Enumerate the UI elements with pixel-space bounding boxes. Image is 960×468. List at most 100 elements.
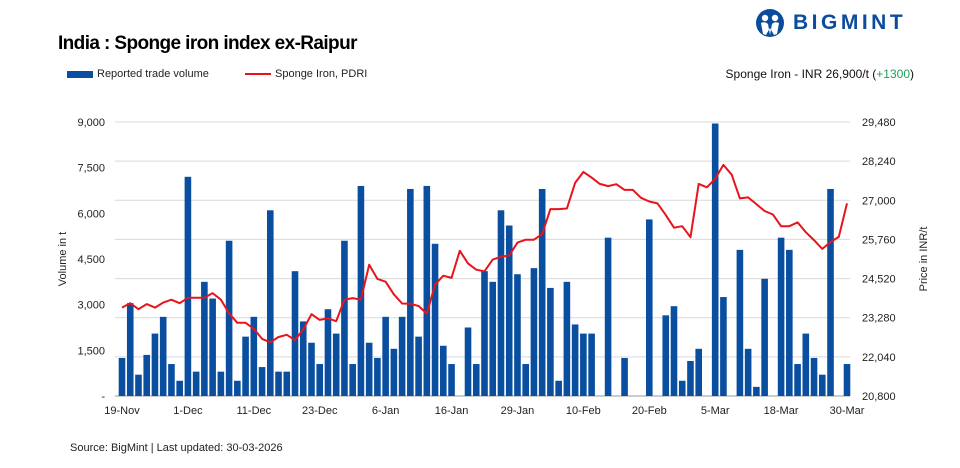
- volume-bar: [184, 176, 192, 396]
- y-right-tick-label: 20,800: [862, 391, 896, 403]
- y-right-tick-label: 24,520: [862, 274, 896, 286]
- x-tick-label: 23-Dec: [302, 405, 338, 417]
- volume-bar: [588, 333, 595, 396]
- volume-bar: [448, 364, 455, 396]
- volume-bar: [135, 374, 142, 396]
- volume-bar: [489, 281, 497, 396]
- volume-bar: [810, 357, 818, 396]
- x-tick-label: 6-Jan: [372, 405, 400, 417]
- source-note: Source: BigMint | Last updated: 30-03-20…: [70, 442, 283, 454]
- volume-bar: [662, 315, 670, 396]
- volume-bar: [687, 360, 694, 396]
- y-right-tick-label: 23,280: [862, 313, 896, 325]
- volume-bar: [407, 188, 414, 396]
- legend-label-volume: Reported trade volume: [97, 68, 209, 80]
- volume-bar: [357, 185, 365, 396]
- volume-bar: [505, 225, 513, 396]
- price-summary: Sponge Iron - INR 26,900/t (+1300): [726, 67, 914, 81]
- y-left-tick-label: 6,000: [77, 208, 105, 220]
- volume-bar: [555, 380, 562, 396]
- volume-bar: [530, 268, 538, 396]
- volume-bar: [151, 333, 159, 396]
- y-right-tick-label: 28,240: [862, 156, 896, 168]
- volume-bar: [374, 357, 381, 396]
- volume-bar: [341, 240, 348, 396]
- volume-bar: [720, 297, 727, 396]
- volume-bar: [818, 374, 826, 396]
- volume-bar: [415, 336, 422, 396]
- y-right-tick-label: 25,760: [862, 234, 896, 246]
- volume-bar: [580, 333, 587, 396]
- y-right-tick-label: 22,040: [862, 352, 896, 364]
- volume-bar: [176, 380, 183, 396]
- summary-close: ): [910, 67, 914, 81]
- volume-bar: [472, 364, 480, 396]
- volume-bar: [604, 237, 612, 396]
- volume-bar: [670, 306, 678, 396]
- x-tick-label: 29-Jan: [501, 405, 535, 417]
- y-left-tick-label: 4,500: [77, 254, 105, 266]
- chart-title: India : Sponge iron index ex-Raipur: [58, 33, 357, 54]
- volume-bar: [159, 316, 167, 396]
- volume-bar: [678, 380, 686, 396]
- volume-bar: [234, 380, 241, 396]
- legend-swatch-bar: [67, 70, 93, 78]
- volume-bar: [547, 287, 554, 396]
- volume-bar: [126, 303, 134, 396]
- x-tick-label: 5-Mar: [701, 405, 730, 417]
- volume-bar: [332, 333, 340, 396]
- price-change: +1300: [876, 67, 910, 81]
- volume-bar: [514, 274, 521, 396]
- y-left-tick-label: 9,000: [77, 117, 105, 129]
- volume-bar: [316, 364, 324, 396]
- volume-bar: [440, 345, 447, 396]
- x-tick-label: 1-Dec: [173, 405, 203, 417]
- y-left-tick-label: -: [101, 391, 105, 403]
- volume-bar: [390, 348, 398, 396]
- volume-bar: [744, 348, 752, 396]
- volume-bar: [711, 123, 719, 397]
- volume-bar: [201, 281, 208, 396]
- volume-bar: [753, 386, 760, 396]
- x-tick-label: 19-Nov: [104, 405, 140, 417]
- volume-bar: [324, 309, 332, 396]
- summary-text: Sponge Iron - INR 26,900/t (: [725, 67, 877, 81]
- volume-bar: [802, 333, 810, 396]
- x-tick-label: 20-Feb: [632, 405, 667, 417]
- volume-bar: [217, 371, 225, 396]
- logo-text: BIGMINT: [793, 11, 907, 34]
- x-tick-label: 30-Mar: [830, 405, 865, 417]
- volume-bar: [571, 324, 579, 396]
- legend-item-price: Sponge Iron, PDRI: [245, 68, 367, 80]
- volume-bar: [365, 342, 373, 396]
- y-left-tick-label: 1,500: [77, 345, 105, 357]
- bigmint-logo: BIGMINT: [755, 8, 906, 38]
- bigmint-logo-icon: [756, 9, 784, 37]
- y-axis-right-title: Price in INR/t: [918, 227, 930, 292]
- volume-bar: [423, 185, 431, 396]
- volume-bar: [242, 336, 249, 396]
- volume-bar: [497, 210, 505, 396]
- volume-bar: [291, 271, 299, 396]
- volume-bar: [431, 243, 439, 396]
- legend-label-price: Sponge Iron, PDRI: [275, 68, 368, 80]
- volume-bar: [209, 298, 216, 396]
- x-tick-label: 10-Feb: [566, 405, 601, 417]
- x-tick-label: 11-Dec: [236, 405, 271, 417]
- volume-bar: [299, 321, 307, 396]
- y-right-tick-label: 27,000: [862, 195, 896, 207]
- volume-bar: [827, 188, 834, 396]
- legend-item-volume: Reported trade volume: [67, 68, 209, 80]
- x-tick-label: 16-Jan: [435, 405, 469, 417]
- volume-bar: [563, 281, 571, 396]
- volume-bar: [481, 271, 488, 396]
- volume-bar: [843, 364, 851, 396]
- volume-bar: [349, 364, 356, 396]
- volume-bar: [168, 364, 175, 396]
- volume-bar: [192, 371, 200, 396]
- volume-bar: [382, 316, 389, 396]
- volume-bar: [250, 316, 258, 396]
- volume-bar: [794, 364, 801, 396]
- volume-bar: [118, 357, 126, 396]
